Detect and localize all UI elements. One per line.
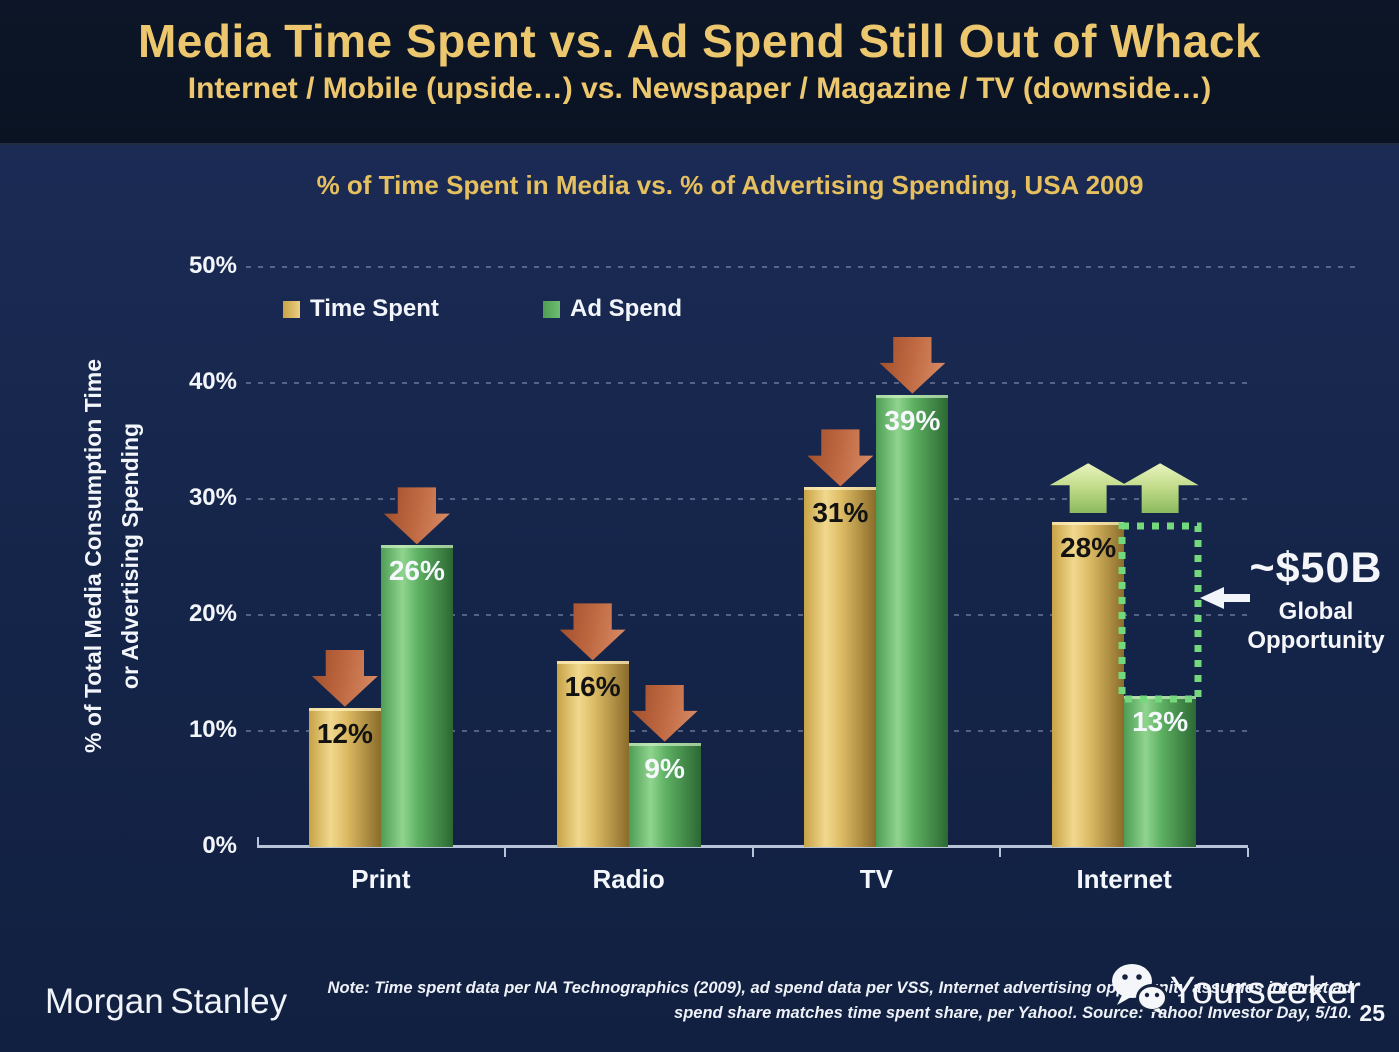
- value-label-tv-ad-spend: 39%: [884, 404, 941, 436]
- opportunity-gap-box: [1118, 522, 1202, 703]
- page-number: 25: [1359, 1000, 1385, 1026]
- gridline-40: [246, 382, 1248, 384]
- global-opportunity-annotation: ~$50B Global Opportunity: [1238, 544, 1394, 656]
- watermark-label: Yourseeker: [1170, 970, 1361, 1012]
- y-tick-label-40: 40%: [188, 368, 237, 395]
- up-arrow-internet-time-spent: [1049, 463, 1127, 514]
- slide-subtitle: Internet / Mobile (upside…) vs. Newspape…: [187, 72, 1212, 105]
- bar-internet-time-spent: [1052, 522, 1125, 847]
- down-arrow-radio-ad-spend: [631, 684, 698, 742]
- value-label-tv-time-spent: 31%: [812, 497, 869, 529]
- y-tick-label-20: 20%: [188, 600, 237, 627]
- x-axis-tick-1: [503, 848, 506, 857]
- down-arrow-tv-time-spent: [807, 429, 874, 487]
- x-axis: [257, 845, 1248, 848]
- legend-label-ad-spend: Ad Spend: [570, 295, 682, 322]
- x-axis-tick-3: [999, 848, 1002, 857]
- left-arrow-icon: [1200, 586, 1250, 615]
- footer-note-line1: Note: Time spent data per NA Technograph…: [327, 979, 1352, 997]
- value-label-internet-ad-spend: 13%: [1132, 706, 1189, 738]
- footer-note: Note: Time spent data per NA Technograph…: [262, 976, 1352, 1026]
- opportunity-caption-line1: Global: [1278, 598, 1354, 625]
- gridline-20: [246, 614, 1248, 616]
- bar-print-ad-spend: [380, 545, 453, 847]
- x-axis-tick-4: [1247, 848, 1249, 857]
- header: Media Time Spent vs. Ad Spend Still Out …: [0, 0, 1399, 145]
- legend-item-ad-spend: Ad Spend: [543, 295, 682, 323]
- bar-tv-ad-spend: [876, 394, 949, 847]
- legend-item-time-spent: Time Spent: [283, 295, 439, 323]
- value-label-internet-time-spent: 28%: [1060, 532, 1117, 564]
- slide-title: Media Time Spent vs. Ad Spend Still Out …: [137, 15, 1262, 67]
- category-label-tv: TV: [859, 864, 893, 894]
- down-arrow-print-ad-spend: [383, 487, 450, 545]
- y-tick-label-10: 10%: [188, 716, 237, 743]
- value-label-radio-time-spent: 16%: [564, 671, 621, 703]
- opportunity-value: ~$50B: [1249, 544, 1383, 592]
- gridline-30: [246, 498, 1248, 500]
- chart-title: % of Time Spent in Media vs. % of Advert…: [316, 170, 1144, 200]
- x-axis-end-tick-left: [257, 837, 259, 846]
- category-label-print: Print: [351, 864, 411, 894]
- time-spent-swatch-icon: [283, 300, 300, 318]
- category-label-radio: Radio: [592, 864, 665, 894]
- down-arrow-tv-ad-spend: [879, 336, 946, 394]
- category-label-internet: Internet: [1076, 864, 1172, 894]
- up-arrow-internet-ad-spend: [1121, 463, 1199, 514]
- bar-radio-time-spent: [556, 661, 629, 847]
- opportunity-caption-line2: Opportunity: [1247, 627, 1385, 655]
- y-tick-label-0: 0%: [202, 832, 237, 859]
- footer-note-line2: spend share matches time spent share, pe…: [674, 1003, 1352, 1022]
- ad-spend-swatch-icon: [543, 300, 560, 318]
- bar-print-time-spent: [308, 707, 381, 847]
- watermark: Yourseeker: [1110, 962, 1361, 1021]
- value-label-print-ad-spend: 26%: [388, 555, 445, 587]
- wechat-icon: [1110, 962, 1168, 1021]
- bar-internet-ad-spend: [1124, 696, 1197, 847]
- x-axis-tick-2: [751, 848, 754, 857]
- gridline-50: [246, 266, 1356, 268]
- y-tick-label-50: 50%: [188, 252, 237, 279]
- legend-label-time-spent: Time Spent: [310, 295, 439, 322]
- down-arrow-radio-time-spent: [559, 603, 626, 661]
- morgan-stanley-logo: Morgan Stanley: [45, 982, 288, 1021]
- bar-tv-time-spent: [804, 487, 877, 847]
- gridline-10: [246, 730, 1248, 732]
- y-tick-label-30: 30%: [188, 484, 237, 511]
- value-label-print-time-spent: 12%: [316, 717, 373, 749]
- down-arrow-print-time-spent: [311, 649, 378, 707]
- value-label-radio-ad-spend: 9%: [644, 752, 685, 784]
- bar-radio-ad-spend: [628, 742, 701, 847]
